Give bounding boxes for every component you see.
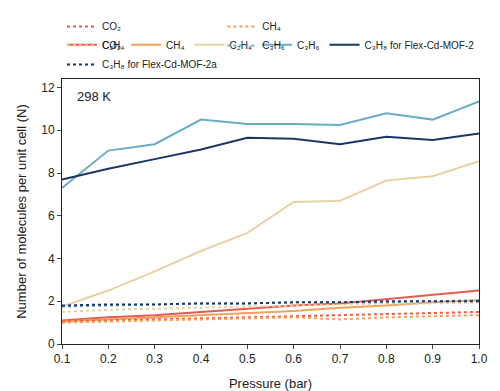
svg-text:12: 12 [41,81,55,95]
svg-text:1.0: 1.0 [471,352,488,366]
svg-text:CH₄: CH₄ [166,40,185,51]
svg-text:CH₄: CH₄ [262,21,281,32]
svg-text:0.6: 0.6 [285,352,302,366]
svg-text:0.8: 0.8 [378,352,395,366]
svg-text:0.5: 0.5 [239,352,256,366]
svg-text:0: 0 [48,337,55,351]
svg-text:C₃H₈ for Flex-Cd-MOF-2: C₃H₈ for Flex-Cd-MOF-2 [365,40,475,51]
svg-text:Pressure (bar): Pressure (bar) [229,376,312,391]
svg-text:C₃H₈ for Flex-Cd-MOF-2a: C₃H₈ for Flex-Cd-MOF-2a [102,59,217,70]
svg-text:0.1: 0.1 [54,352,71,366]
svg-text:0.2: 0.2 [100,352,117,366]
svg-text:298 K: 298 K [77,89,111,104]
svg-text:0.9: 0.9 [424,352,441,366]
svg-text:C₂H₄: C₂H₄ [102,40,124,51]
svg-text:Number of molecules per unit c: Number of molecules per unit cell (N) [14,104,29,319]
svg-text:C₂H₄: C₂H₄ [229,39,252,51]
svg-text:2: 2 [48,294,55,308]
svg-text:0.3: 0.3 [146,352,163,366]
svg-text:C₃H₆: C₃H₆ [262,40,285,51]
svg-text:0.4: 0.4 [193,352,210,366]
svg-text:0.7: 0.7 [332,352,349,366]
svg-text:8: 8 [48,166,55,180]
svg-text:10: 10 [41,123,55,137]
svg-text:4: 4 [48,252,55,266]
svg-text:CO₂: CO₂ [102,21,121,32]
svg-text:C₃H₆: C₃H₆ [297,40,320,51]
svg-text:6: 6 [48,209,55,223]
